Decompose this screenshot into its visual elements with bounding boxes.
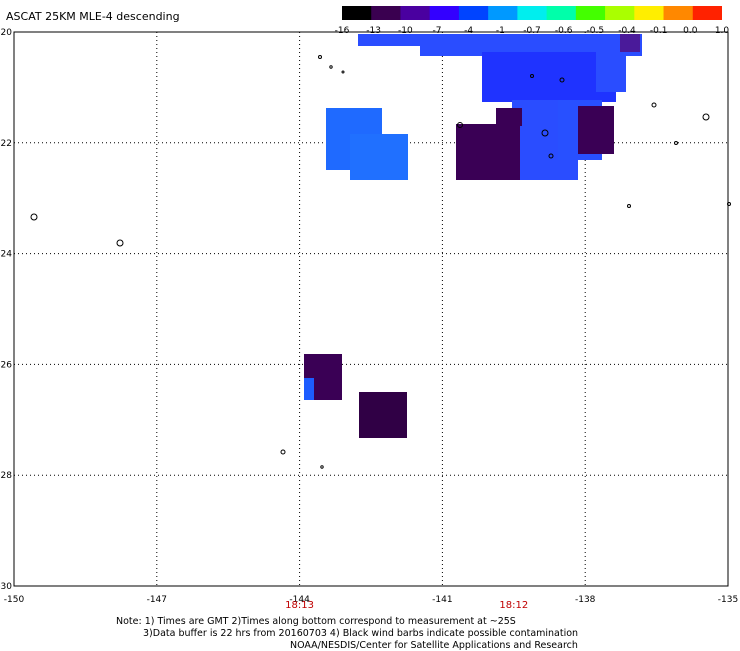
color-scale-swatch (517, 6, 548, 20)
color-scale-label: -13 (366, 26, 382, 36)
color-scale-labels: -16 -13 -10 -7 -4 -1 -0.7 -0.6 -0.5 -0.4 -0.1 0.0 1.… (330, 26, 735, 38)
latitude-label: -24 (0, 250, 12, 260)
color-scale-swatch (663, 6, 694, 20)
wind-data-cell (578, 106, 614, 154)
island-outline (280, 449, 286, 455)
color-scale-swatch (634, 6, 665, 20)
longitude-label: -144 (289, 595, 310, 605)
map-frame (13, 31, 729, 587)
color-scale-label: -0.6 (554, 26, 573, 36)
island-outline (457, 122, 463, 128)
chart-title: ASCAT 25KM MLE-4 descending (6, 10, 180, 23)
time-label: 18:12 (499, 600, 529, 611)
longitude-label: -147 (147, 595, 167, 605)
island-outline (320, 465, 324, 469)
color-scale-swatch (342, 6, 372, 20)
color-scale-swatch (575, 6, 606, 20)
wind-data-cell (482, 52, 616, 102)
wind-data-cell (350, 134, 408, 180)
island-outline (341, 70, 345, 74)
island-outline (318, 55, 322, 59)
island-outline (541, 129, 549, 137)
wind-data-cell (596, 52, 626, 92)
color-scale-label: -10 (397, 26, 413, 36)
island-outline (627, 204, 631, 208)
color-scale-swatch (371, 6, 401, 20)
island-outline (530, 74, 534, 78)
color-scale-swatch (546, 6, 577, 20)
island-outline (674, 141, 678, 145)
wind-data-cell (496, 108, 522, 126)
island-outline (702, 113, 710, 121)
latitude-label: -30 (0, 582, 12, 592)
note-line-1: Note: 1) Times are GMT 2)Times along bot… (116, 616, 516, 627)
wind-data-cell (358, 34, 642, 46)
latitude-label: -26 (0, 360, 12, 370)
latitude-label: -22 (0, 139, 12, 149)
color-scale-swatch (605, 6, 635, 20)
longitude-label: -138 (575, 595, 596, 605)
island-outline (727, 202, 731, 206)
color-scale-swatch (429, 6, 460, 20)
longitude-label: -141 (432, 595, 452, 605)
wind-data-cell (359, 392, 407, 438)
wind-data-cell (420, 46, 642, 56)
island-outline (651, 102, 657, 108)
color-scale-swatch (458, 6, 489, 20)
color-scale-label: -7 (432, 26, 442, 36)
color-scale-label: -4 (464, 26, 474, 36)
wind-data-cell (456, 124, 520, 180)
color-scale-label: 0.0 (683, 26, 698, 36)
wind-data-cell (620, 34, 640, 52)
color-scale-label: -0.5 (586, 26, 605, 36)
color-scale-swatch (488, 6, 518, 20)
color-scale-label: -0.4 (618, 26, 636, 36)
island-outline (329, 65, 333, 69)
note-line-2: 3)Data buffer is 22 hrs from 20160703 4)… (143, 628, 579, 639)
latitude-label: -20 (0, 28, 12, 38)
color-scale-label: -1 (495, 26, 505, 36)
island-outline (116, 239, 124, 247)
color-scale-swatch (692, 6, 722, 20)
color-scale-label: -16 (334, 26, 350, 36)
wind-data-cell (304, 378, 314, 400)
time-label: 18:13 (285, 600, 315, 611)
color-scale-label: -0.7 (523, 26, 541, 36)
color-scale-label: -0.1 (649, 26, 668, 36)
color-scale-label: 1.0 (714, 26, 730, 36)
island-outline (559, 77, 565, 83)
longitude-label: -150 (4, 595, 25, 605)
latitude-label: -28 (0, 471, 12, 481)
note-line-3: NOAA/NESDIS/Center for Satellite Applica… (290, 640, 578, 651)
color-scale-swatch (400, 6, 431, 20)
color-scale-bar (342, 6, 722, 20)
island-outline (548, 153, 554, 159)
longitude-label: -135 (718, 595, 738, 605)
island-outline (30, 213, 38, 221)
